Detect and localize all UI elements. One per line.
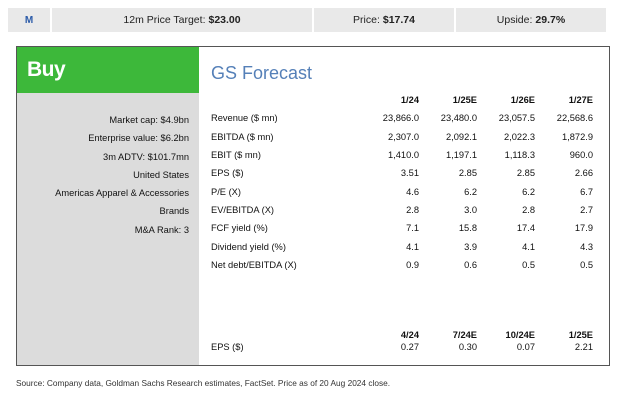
cell: 3.9 xyxy=(464,241,477,252)
cell: 0.5 xyxy=(580,259,593,270)
cell: 2.85 xyxy=(516,168,535,179)
meta-enterprise-value: Enterprise value: $6.2bn xyxy=(88,133,189,144)
price-target-label: 12m Price Target: xyxy=(123,14,206,26)
cell: 0.07 xyxy=(516,342,535,352)
forecast-header-row: 1/24 1/25E 1/26E 1/27E xyxy=(211,91,593,109)
cell: 0.6 xyxy=(464,259,477,270)
row-label: Revenue ($ mn) xyxy=(211,113,278,124)
current-price-value: $17.74 xyxy=(382,14,415,26)
cell: 6.7 xyxy=(580,186,593,197)
cell: 1,872.9 xyxy=(561,131,593,142)
cell: 4.1 xyxy=(522,241,535,252)
cell: 6.2 xyxy=(522,186,535,197)
meta-market-cap: Market cap: $4.9bn xyxy=(109,115,189,125)
cell: 23,480.0 xyxy=(440,113,477,124)
current-price-label: Price: xyxy=(353,14,380,26)
row-label: EPS ($) xyxy=(211,342,244,352)
cell: 4.1 xyxy=(406,241,419,252)
col-header: 1/24 xyxy=(400,95,419,106)
cell: 22,568.6 xyxy=(556,113,593,124)
cell: 2,022.3 xyxy=(503,131,535,142)
col-header: 1/27E xyxy=(568,95,593,106)
table-row: Net debt/EBITDA (X) 0.9 0.6 0.5 0.5 xyxy=(211,256,593,274)
cell: 7.1 xyxy=(406,223,419,234)
cell: 17.9 xyxy=(574,223,593,234)
row-label: Net debt/EBITDA (X) xyxy=(211,259,297,270)
forecast-card: Buy Market cap: $4.9bn Enterprise value:… xyxy=(16,46,610,366)
cell: 1,197.1 xyxy=(445,150,477,161)
table-row: EPS ($) 3.51 2.85 2.85 2.66 xyxy=(211,164,593,182)
current-price: Price: $17.74 xyxy=(314,8,454,32)
meta-industry-cont: Brands xyxy=(159,206,189,217)
meta-industry: Americas Apparel & Accessories xyxy=(55,188,189,199)
cell: 23,866.0 xyxy=(382,113,419,124)
cell: 2.85 xyxy=(458,168,477,179)
col-header: 4/24 xyxy=(400,330,419,340)
table-row: P/E (X) 4.6 6.2 6.2 6.7 xyxy=(211,182,593,200)
cell: 17.4 xyxy=(516,223,535,234)
cell: 2,092.1 xyxy=(445,131,477,142)
forecast-panel: GS Forecast 1/24 1/25E 1/26E 1/27E Reven… xyxy=(199,47,609,365)
cell: 4.3 xyxy=(580,241,593,252)
cell: 2.8 xyxy=(406,204,419,215)
col-header: 1/26E xyxy=(510,95,535,106)
source-note: Source: Company data, Goldman Sachs Rese… xyxy=(16,378,391,388)
quarterly-eps-table: 4/24 7/24E 10/24E 1/25E EPS ($) 0.27 0.3… xyxy=(211,329,593,353)
meta-ma-rank: M&A Rank: 3 xyxy=(134,224,189,235)
row-label: Dividend yield (%) xyxy=(211,241,286,252)
upside-value: 29.7% xyxy=(535,14,566,26)
meta-adtv: 3m ADTV: $101.7mn xyxy=(103,151,189,162)
cell: 0.5 xyxy=(522,259,535,270)
cell: 2.8 xyxy=(522,204,535,215)
cell: 4.6 xyxy=(406,186,419,197)
cell: 6.2 xyxy=(464,186,477,197)
rating-badge: Buy xyxy=(17,47,199,93)
row-label: EBITDA ($ mn) xyxy=(211,131,274,142)
quarterly-header-row: 4/24 7/24E 10/24E 1/25E xyxy=(211,329,593,341)
cell: 3.0 xyxy=(464,204,477,215)
col-header: 10/24E xyxy=(505,330,535,340)
forecast-title: GS Forecast xyxy=(211,63,313,83)
cell: 2.21 xyxy=(574,342,593,352)
m-badge: M xyxy=(8,8,50,32)
price-target: 12m Price Target: $23.00 xyxy=(52,8,312,32)
row-label: EPS ($) xyxy=(211,168,244,179)
cell: 1,118.3 xyxy=(504,150,535,161)
header-bar: M 12m Price Target: $23.00 Price: $17.74… xyxy=(8,8,612,32)
forecast-table: 1/24 1/25E 1/26E 1/27E Revenue ($ mn) 23,… xyxy=(211,91,593,274)
cell: 960.0 xyxy=(569,150,593,161)
cell: 2,307.0 xyxy=(387,131,419,142)
col-header: 7/24E xyxy=(452,330,477,340)
table-row: EPS ($) 0.27 0.30 0.07 2.21 xyxy=(211,341,593,353)
table-row: EBITDA ($ mn) 2,307.0 2,092.1 2,022.3 1,872.… xyxy=(211,128,593,146)
cell: 2.66 xyxy=(574,168,593,179)
row-label: FCF yield (%) xyxy=(211,223,268,234)
cell: 0.30 xyxy=(458,342,477,352)
row-label: EBIT ($ mn) xyxy=(211,150,261,161)
cell: 3.51 xyxy=(400,168,419,179)
cell: 1,410.0 xyxy=(387,150,419,161)
table-row: Revenue ($ mn) 23,866.0 23,480.0 23,057.5 22… xyxy=(211,109,593,127)
price-target-value: $23.00 xyxy=(208,14,241,26)
row-label: EV/EBITDA (X) xyxy=(211,204,275,215)
col-header: 1/25E xyxy=(452,95,477,106)
cell: 0.27 xyxy=(400,342,419,352)
cell: 2.7 xyxy=(580,204,593,215)
table-row: EV/EBITDA (X) 2.8 3.0 2.8 2.7 xyxy=(211,201,593,219)
table-row: Dividend yield (%) 4.1 3.9 4.1 4.3 xyxy=(211,237,593,255)
table-row: FCF yield (%) 7.1 15.8 17.4 17.9 xyxy=(211,219,593,237)
cell: 0.9 xyxy=(406,259,419,270)
company-meta: Market cap: $4.9bn Enterprise value: $6.… xyxy=(17,93,199,239)
upside-label: Upside: xyxy=(496,14,533,26)
cell: 15.8 xyxy=(458,223,477,234)
row-label: P/E (X) xyxy=(211,186,241,197)
cell: 23,057.5 xyxy=(498,113,535,124)
table-row: EBIT ($ mn) 1,410.0 1,197.1 1,118.3 960.0 xyxy=(211,146,593,164)
company-summary-panel: Buy Market cap: $4.9bn Enterprise value:… xyxy=(17,47,199,365)
meta-country: United States xyxy=(133,169,189,180)
col-header: 1/25E xyxy=(568,330,593,340)
upside: Upside: 29.7% xyxy=(456,8,606,32)
